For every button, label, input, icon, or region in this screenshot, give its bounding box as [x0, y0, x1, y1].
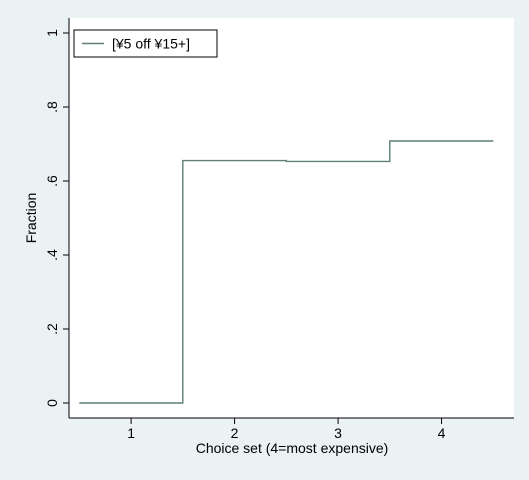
- y-tick-label: .8: [44, 101, 60, 113]
- legend-label: [¥5 off ¥15+]: [112, 36, 190, 52]
- x-tick-label: 2: [231, 425, 239, 441]
- series-line: [79, 140, 494, 404]
- y-tick-label: .4: [44, 249, 60, 261]
- x-axis-label: Choice set (4=most expensive): [196, 440, 389, 456]
- y-tick-label: 1: [44, 29, 60, 37]
- y-tick-label: 0: [44, 399, 60, 407]
- x-tick-label: 1: [127, 425, 135, 441]
- x-tick-label: 4: [438, 425, 446, 441]
- x-tick-label: 3: [334, 425, 342, 441]
- y-tick-label: .2: [44, 323, 60, 335]
- y-axis-label: Fraction: [23, 193, 39, 244]
- plot-region: [69, 18, 514, 418]
- y-tick-label: .6: [44, 175, 60, 187]
